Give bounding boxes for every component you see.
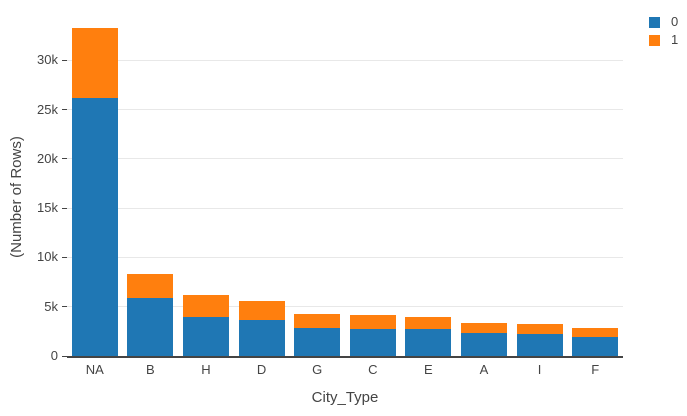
bar-segment-A-1[interactable] bbox=[461, 323, 507, 334]
gridline bbox=[67, 59, 623, 61]
bar-segment-F-0[interactable] bbox=[572, 337, 619, 356]
gridline bbox=[67, 306, 623, 308]
x-tick-label-G: G bbox=[312, 362, 323, 377]
y-tick-label: 20k bbox=[37, 150, 58, 166]
x-tick-label-A: A bbox=[479, 362, 489, 377]
bar-segment-F-1[interactable] bbox=[572, 327, 619, 338]
legend-label: 0 bbox=[671, 14, 679, 29]
x-tick-label-E: E bbox=[424, 362, 433, 377]
y-tick-mark bbox=[62, 109, 67, 111]
y-tick-label: 30k bbox=[37, 52, 58, 68]
gridline bbox=[67, 158, 623, 160]
x-tick-label-C: C bbox=[368, 362, 378, 377]
x-axis-title: City_Type bbox=[311, 389, 379, 406]
bar-segment-E-1[interactable] bbox=[405, 317, 452, 330]
y-tick-label: 0 bbox=[50, 348, 58, 363]
bar-segment-NA-0[interactable] bbox=[71, 97, 118, 356]
gridline bbox=[67, 256, 623, 258]
legend-label: 1 bbox=[671, 32, 679, 47]
x-tick-label-F: F bbox=[591, 362, 600, 377]
legend-item-0[interactable]: 0 bbox=[649, 14, 679, 29]
y-tick-mark bbox=[62, 207, 67, 209]
y-tick-label: 10k bbox=[37, 249, 58, 265]
bar-segment-I-0[interactable] bbox=[516, 333, 563, 356]
bar-segment-B-1[interactable] bbox=[127, 274, 174, 298]
bar-segment-I-1[interactable] bbox=[516, 323, 563, 334]
bar-segment-H-0[interactable] bbox=[183, 316, 229, 356]
bar-segment-G-1[interactable] bbox=[294, 313, 341, 329]
x-tick-label-I: I bbox=[537, 362, 542, 377]
bar-segment-G-0[interactable] bbox=[294, 328, 341, 356]
plot-area bbox=[67, 11, 623, 358]
y-tick-mark bbox=[62, 355, 67, 357]
y-tick-mark bbox=[62, 256, 67, 258]
x-tick-label-H: H bbox=[201, 362, 211, 377]
bar-segment-H-1[interactable] bbox=[183, 294, 229, 317]
y-tick-label: 25k bbox=[37, 101, 58, 117]
y-tick-mark bbox=[62, 306, 67, 308]
x-tick-label-NA: NA bbox=[85, 362, 104, 377]
bar-segment-D-1[interactable] bbox=[238, 301, 285, 320]
y-tick-label: 15k bbox=[37, 200, 58, 216]
legend-swatch-0 bbox=[649, 16, 660, 28]
legend-item-1[interactable]: 1 bbox=[649, 32, 679, 47]
y-tick-mark bbox=[62, 59, 67, 61]
bar-segment-A-0[interactable] bbox=[461, 333, 507, 356]
bar-segment-NA-1[interactable] bbox=[71, 27, 118, 98]
bar-segment-B-0[interactable] bbox=[127, 297, 174, 356]
legend-swatch-1 bbox=[649, 34, 660, 46]
y-tick-mark bbox=[62, 158, 67, 160]
y-tick-label: 5k bbox=[44, 298, 58, 314]
x-tick-label-B: B bbox=[146, 362, 155, 377]
bar-segment-D-0[interactable] bbox=[238, 319, 285, 356]
gridline bbox=[67, 109, 623, 111]
gridline bbox=[67, 207, 623, 209]
bar-segment-C-0[interactable] bbox=[349, 328, 396, 356]
bar-segment-E-0[interactable] bbox=[405, 329, 452, 356]
bar-segment-C-1[interactable] bbox=[349, 314, 396, 329]
x-tick-label-D: D bbox=[256, 362, 267, 377]
